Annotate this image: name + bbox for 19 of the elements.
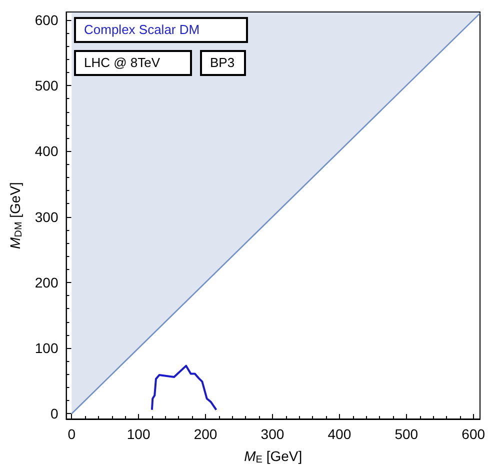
line-series — [150, 364, 218, 411]
y-tick-label: 400 — [34, 143, 58, 160]
x-tick-label: 200 — [194, 426, 218, 442]
label-box: LHC @ 8TeV — [74, 50, 192, 76]
x-tick-label: 0 — [68, 426, 76, 442]
label-box: BP3 — [200, 50, 246, 76]
y-tick-label: 600 — [34, 12, 58, 28]
label-box: Complex Scalar DM — [74, 17, 248, 43]
x-tick-label: 100 — [126, 426, 150, 442]
y-tick-label: 500 — [34, 78, 58, 94]
x-tick-label: 500 — [394, 426, 418, 442]
y-axis-title: MDM [GeV] — [7, 182, 24, 249]
x-tick-label: 400 — [328, 426, 352, 442]
x-tick-label: 600 — [462, 426, 486, 442]
x-tick-label: 300 — [260, 426, 284, 442]
y-tick-label: 200 — [34, 274, 58, 290]
y-tick-label: 300 — [34, 208, 58, 225]
y-tick-label: 100 — [34, 340, 58, 356]
y-tick-label: 0 — [50, 406, 58, 422]
